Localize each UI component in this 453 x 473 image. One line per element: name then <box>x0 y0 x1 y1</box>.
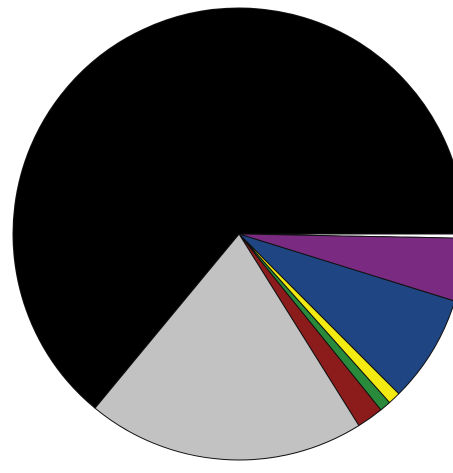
pie-slice-1 <box>238 233 453 239</box>
pie-slices <box>12 7 453 461</box>
pie-slice-3 <box>238 233 453 395</box>
pie-slice-7 <box>94 233 360 461</box>
pie-slice-8 <box>12 7 453 409</box>
